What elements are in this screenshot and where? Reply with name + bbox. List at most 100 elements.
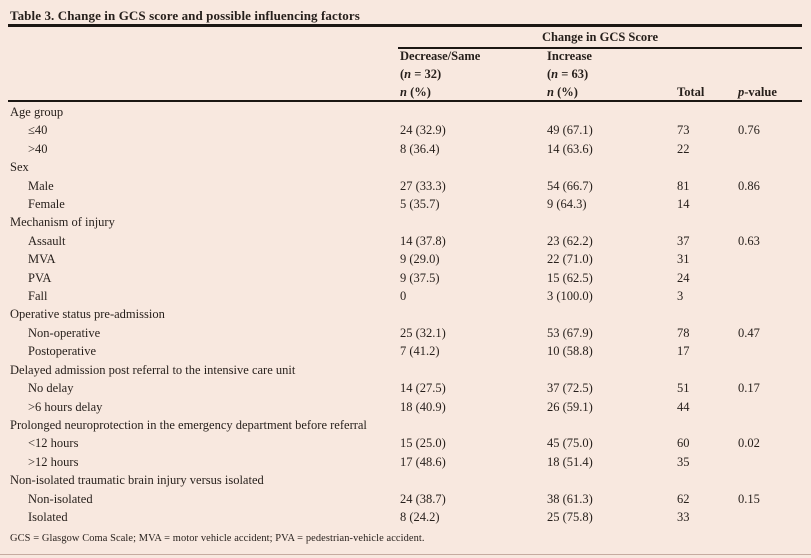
row-label: No delay <box>28 381 74 396</box>
table-row: PVA 9 (37.5) 15 (62.5) 24 <box>10 269 802 287</box>
cell-decrease: 7 (41.2) <box>400 344 440 359</box>
cell-total: 33 <box>677 509 690 524</box>
row-label: >40 <box>28 141 48 156</box>
cell-increase <box>547 158 677 176</box>
cell-total <box>677 361 738 379</box>
cell-pvalue: 0.63 <box>738 233 760 248</box>
cell-total: 81 <box>677 178 690 193</box>
table-row: Female 5 (35.7) 9 (64.3) 14 <box>10 195 802 213</box>
cell-total: 35 <box>677 454 690 469</box>
row-label: PVA <box>28 270 52 285</box>
column-header-decrease-line2: (n = 32) <box>400 67 442 82</box>
table-row: Non-isolated 24 (38.7) 38 (61.3) 62 0.15 <box>10 490 802 508</box>
cell-increase <box>547 416 677 434</box>
cell-decrease: 8 (24.2) <box>400 509 440 524</box>
group-label: Age group <box>10 105 64 119</box>
cell-pvalue <box>738 158 802 176</box>
cell-total: 60 <box>677 436 690 451</box>
cell-total: 44 <box>677 399 690 414</box>
column-header-rowlabel-spacer <box>10 47 400 102</box>
cell-increase: 3 (100.0) <box>547 289 593 304</box>
cell-increase: 37 (72.5) <box>547 381 593 396</box>
group-label: Prolonged neuroprotection in the emergen… <box>10 417 367 432</box>
column-headers: Decrease/Same (n = 32) n (%) Increase (n… <box>10 47 802 100</box>
group-label: Non-isolated traumatic brain injury vers… <box>10 473 264 488</box>
cell-increase: 10 (58.8) <box>547 344 593 359</box>
cell-increase: 22 (71.0) <box>547 252 593 267</box>
cell-total <box>677 158 738 176</box>
column-header-increase: Increase (n = 63) n (%) <box>547 47 677 102</box>
cell-total: 62 <box>677 491 690 506</box>
cell-pvalue: 0.86 <box>738 178 760 193</box>
cell-total: 51 <box>677 381 690 396</box>
column-header-decrease-line3: n (%) <box>400 85 431 100</box>
cell-increase: 38 (61.3) <box>547 491 593 506</box>
cell-decrease: 14 (27.5) <box>400 381 446 396</box>
cell-pvalue <box>738 453 802 471</box>
group-label: Delayed admission post referral to the i… <box>10 362 296 377</box>
cell-total <box>677 103 738 121</box>
cell-total: 37 <box>677 233 690 248</box>
row-label: Male <box>28 178 54 193</box>
cell-decrease: 9 (29.0) <box>400 252 440 267</box>
cell-increase: 18 (51.4) <box>547 454 593 469</box>
table-title: Table 3. Change in GCS score and possibl… <box>10 8 360 23</box>
row-label: >12 hours <box>28 454 79 469</box>
cell-total <box>677 213 738 231</box>
cell-increase <box>547 103 677 121</box>
cell-increase: 26 (59.1) <box>547 399 593 414</box>
cell-pvalue <box>738 471 802 489</box>
cell-increase: 25 (75.8) <box>547 509 593 524</box>
cell-pvalue <box>738 103 802 121</box>
table-row: Male 27 (33.3) 54 (66.7) 81 0.86 <box>10 177 802 195</box>
cell-pvalue <box>738 269 802 287</box>
cell-pvalue: 0.47 <box>738 325 760 340</box>
table-row: ≤40 24 (32.9) 49 (67.1) 73 0.76 <box>10 121 802 139</box>
table-body: Age group ≤40 24 (32.9) 49 (67.1) 73 0.76 >40 8… <box>10 103 802 526</box>
cell-pvalue <box>738 398 802 416</box>
row-label: Assault <box>28 233 66 248</box>
page-bottom-edge-line <box>0 554 811 556</box>
row-label: <12 hours <box>28 436 79 451</box>
row-label: Isolated <box>28 509 68 524</box>
column-header-total-label: Total <box>677 85 705 100</box>
group-label: Mechanism of injury <box>10 215 115 230</box>
table-group-row: Sex <box>10 158 802 176</box>
row-label: Non-operative <box>28 325 101 340</box>
cell-pvalue <box>738 508 802 526</box>
table-row: No delay 14 (27.5) 37 (72.5) 51 0.17 <box>10 379 802 397</box>
table-group-row: Mechanism of injury <box>10 213 802 231</box>
cell-increase: 9 (64.3) <box>547 197 587 212</box>
cell-decrease: 27 (33.3) <box>400 178 446 193</box>
table-row: Fall 0 3 (100.0) 3 <box>10 287 802 305</box>
row-label: Fall <box>28 289 48 304</box>
cell-increase: 45 (75.0) <box>547 436 593 451</box>
table-row: Isolated 8 (24.2) 25 (75.8) 33 <box>10 508 802 526</box>
cell-pvalue <box>738 416 802 434</box>
cell-decrease <box>400 158 547 176</box>
cell-increase <box>547 213 677 231</box>
cell-increase <box>547 305 677 323</box>
column-header-pvalue-label: p-value <box>738 85 777 100</box>
cell-increase: 54 (66.7) <box>547 178 593 193</box>
row-label: Non-isolated <box>28 491 93 506</box>
cell-decrease: 25 (32.1) <box>400 325 446 340</box>
cell-increase: 23 (62.2) <box>547 233 593 248</box>
cell-pvalue <box>738 250 802 268</box>
cell-pvalue <box>738 305 802 323</box>
cell-increase <box>547 361 677 379</box>
cell-total: 17 <box>677 344 690 359</box>
cell-increase <box>547 471 677 489</box>
row-label: >6 hours delay <box>28 399 103 414</box>
cell-decrease <box>400 305 547 323</box>
table-row: MVA 9 (29.0) 22 (71.0) 31 <box>10 250 802 268</box>
cell-total: 78 <box>677 325 690 340</box>
table-footnote: GCS = Glasgow Coma Scale; MVA = motor ve… <box>10 533 425 544</box>
cell-pvalue: 0.15 <box>738 491 760 506</box>
cell-increase: 53 (67.9) <box>547 325 593 340</box>
column-header-decrease: Decrease/Same (n = 32) n (%) <box>400 47 547 102</box>
cell-pvalue: 0.02 <box>738 436 760 451</box>
table-row: Postoperative 7 (41.2) 10 (58.8) 17 <box>10 342 802 360</box>
row-label: Postoperative <box>28 344 97 359</box>
